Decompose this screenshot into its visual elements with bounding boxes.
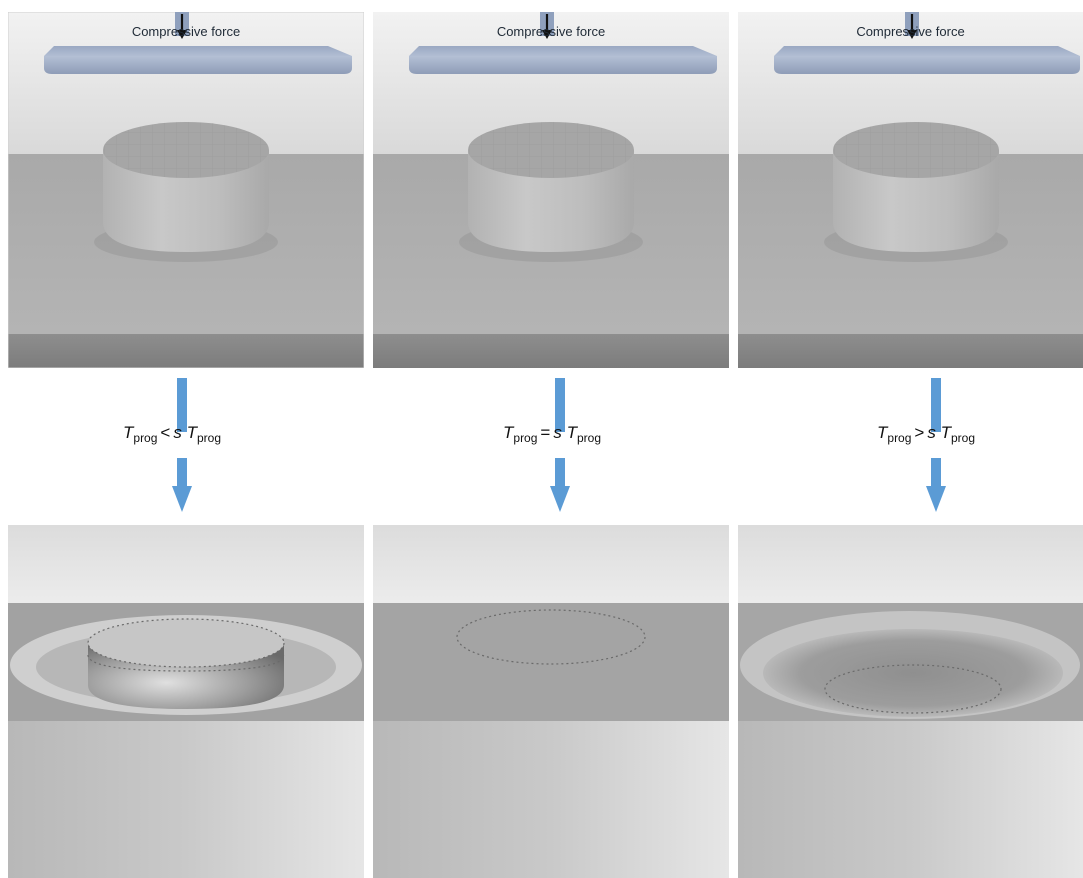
force-label: Compressive force: [496, 23, 606, 39]
condition-equal: Tprog = s Tprog: [503, 423, 602, 445]
dotted-outline: [456, 609, 646, 665]
down-arrow-icon: [542, 14, 552, 39]
protruding-puck: [87, 618, 285, 709]
force-label: Compressive force: [856, 23, 965, 39]
blue-arrow-icon: [172, 378, 192, 512]
blue-arrow-icon: [550, 378, 570, 512]
top-panel-3: Compressive force: [738, 12, 1083, 368]
before-compression-scene: [738, 12, 1083, 368]
bottom-panel-1: [8, 525, 364, 878]
top-panel-1: Compressive force: [8, 12, 364, 368]
condition-greater: Tprog > s Tprog: [877, 423, 976, 445]
foam-cylinder: [459, 122, 643, 262]
condition-less: Tprog < s Tprog: [123, 423, 222, 445]
bottom-panel-3: [738, 525, 1083, 878]
top-panel-2: Compressive force: [373, 12, 729, 368]
down-arrow-icon: [907, 14, 917, 39]
over-recovery-scene: [738, 525, 1083, 878]
blue-arrow-icon: [926, 378, 946, 512]
under-recovery-scene: [8, 525, 364, 878]
before-compression-scene: [373, 12, 729, 368]
bottom-panel-2: [373, 525, 729, 878]
press-plate: [409, 12, 717, 74]
transition-arrows: [172, 378, 946, 512]
depression-dish: [740, 611, 1080, 719]
down-arrow-icon: [177, 14, 187, 39]
full-recovery-scene: [373, 525, 729, 878]
press-plate: [44, 12, 352, 74]
foam-cylinder: [824, 122, 1008, 262]
force-label: Compressive force: [131, 23, 241, 39]
foam-cylinder: [94, 122, 278, 262]
before-compression-scene: [8, 12, 364, 368]
